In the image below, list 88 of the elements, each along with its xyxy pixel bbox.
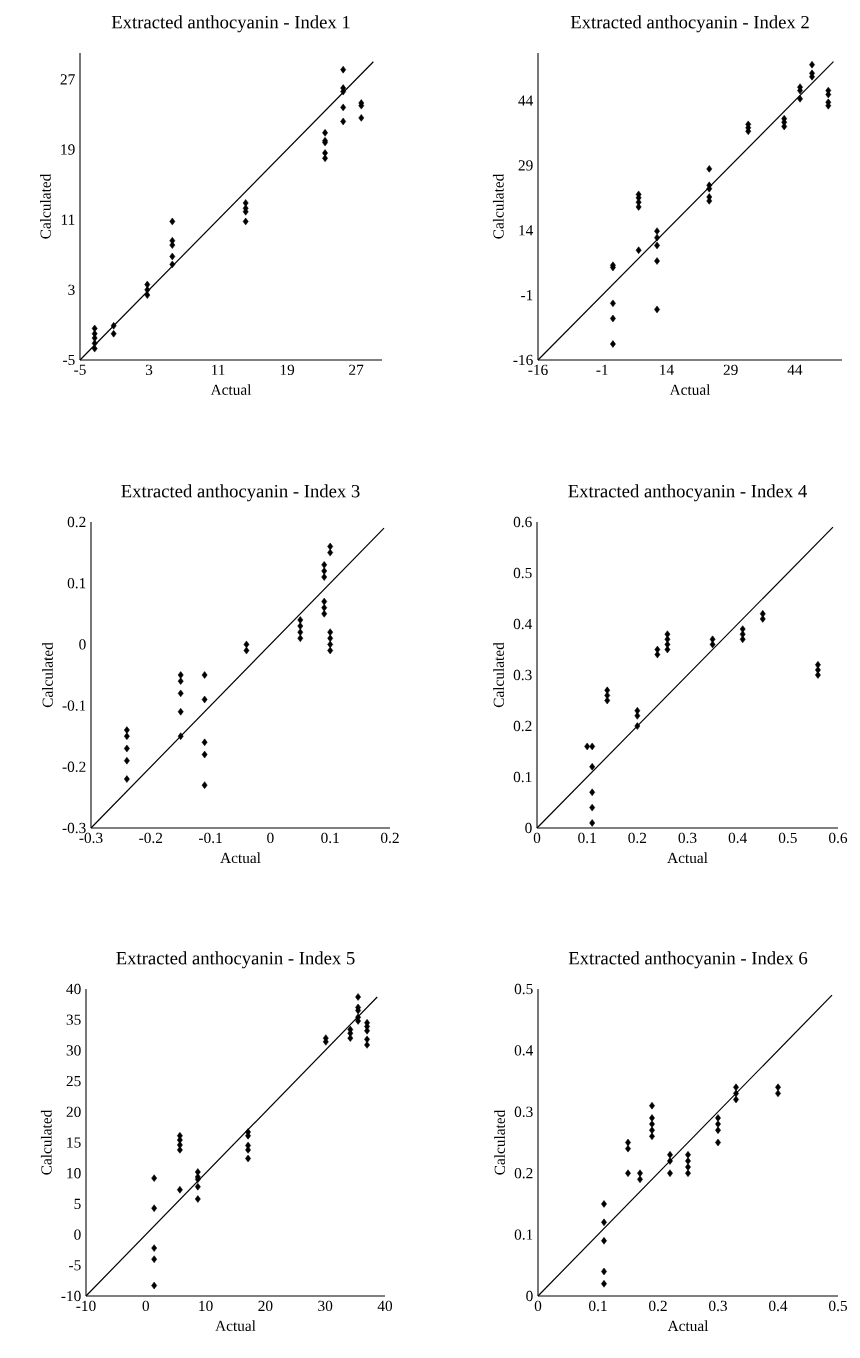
x-axis-title: Actual <box>669 384 711 395</box>
y-tick-label: 0.2 <box>67 516 86 528</box>
x-tick-label: -0.2 <box>139 832 163 844</box>
y-tick-label: -10 <box>61 1290 81 1302</box>
x-tick-label: -0.1 <box>199 832 222 844</box>
y-tick-label: 19 <box>61 144 75 155</box>
x-axis-title: Actual <box>210 384 252 395</box>
y-tick-label: 27 <box>60 74 75 85</box>
x-tick-label: 30 <box>318 1300 333 1312</box>
y-tick-label: 14 <box>519 225 534 236</box>
y-tick-label: -0.3 <box>62 822 86 834</box>
x-tick-label: 0.6 <box>829 832 848 844</box>
y-tick-label: 3 <box>68 284 75 295</box>
y-tick-label: 0.1 <box>514 1229 533 1240</box>
x-tick-label: 0.2 <box>649 1300 667 1312</box>
x-tick-label: 0.1 <box>321 832 339 844</box>
x-tick-label: 29 <box>723 364 738 376</box>
x-tick-label: 44 <box>787 364 803 375</box>
x-tick-label: 40 <box>377 1300 393 1312</box>
chart-title: Extracted anthocyanin - Index 2 <box>570 15 809 33</box>
x-tick-label: 27 <box>349 364 364 375</box>
y-axis-title: Calculated <box>492 173 504 239</box>
x-tick-label: 0.2 <box>628 832 647 844</box>
x-tick-label: 0.4 <box>769 1300 788 1312</box>
y-tick-label: -16 <box>513 354 533 366</box>
x-tick-label: 0.4 <box>728 832 748 844</box>
y-tick-label: 25 <box>66 1075 81 1087</box>
y-tick-label: 30 <box>66 1045 81 1056</box>
y-tick-label: 0.3 <box>513 669 532 681</box>
x-axis-title: Actual <box>215 1320 256 1332</box>
x-tick-label: 0.3 <box>678 832 697 844</box>
chart-title: Extracted anthocyanin - Index 4 <box>568 484 807 502</box>
y-tick-label: 0.5 <box>513 567 532 579</box>
x-tick-label: 11 <box>212 364 225 375</box>
y-tick-label: -5 <box>69 1260 81 1271</box>
y-tick-label: -0.2 <box>62 761 86 773</box>
x-tick-label: 0.2 <box>381 832 399 844</box>
y-tick-label: 0.4 <box>513 618 533 630</box>
y-tick-label: 0 <box>525 822 532 834</box>
x-tick-label: 0.5 <box>778 832 797 844</box>
x-tick-label: 14 <box>660 364 674 375</box>
y-axis-title: Calculated <box>42 642 53 708</box>
x-tick-label: 0 <box>267 832 274 844</box>
x-axis-title: Actual <box>667 1320 709 1332</box>
y-tick-label: 0.1 <box>513 771 532 783</box>
y-tick-label: 0 <box>526 1290 533 1302</box>
y-tick-label: 35 <box>66 1014 81 1025</box>
y-tick-label: 44 <box>518 95 534 106</box>
chart-title: Extracted anthocyanin - Index 3 <box>121 484 360 502</box>
y-tick-label: -0.1 <box>62 700 86 711</box>
y-tick-label: 0.1 <box>67 578 86 589</box>
x-tick-label: 0 <box>142 1300 150 1312</box>
y-axis-title: Calculated <box>494 1109 505 1175</box>
x-tick-label: -1 <box>596 364 608 375</box>
y-tick-label: 40 <box>66 983 81 995</box>
y-tick-label: 0.3 <box>514 1106 533 1118</box>
x-tick-label: 0.1 <box>589 1300 607 1312</box>
y-tick-label: 11 <box>61 214 75 225</box>
y-axis-title: Calculated <box>493 642 504 708</box>
y-tick-label: 29 <box>518 160 533 171</box>
chart-title: Extracted anthocyanin - Index 6 <box>568 951 808 969</box>
y-tick-label: 15 <box>67 1137 81 1148</box>
chart-title: Extracted anthocyanin - Index 1 <box>111 15 350 33</box>
x-axis-title: Actual <box>667 852 708 864</box>
y-tick-label: 0.5 <box>514 983 533 995</box>
y-tick-label: 0 <box>79 639 86 650</box>
y-tick-label: 0 <box>74 1229 81 1240</box>
x-tick-label: 20 <box>258 1300 273 1312</box>
x-tick-label: 3 <box>145 364 153 376</box>
x-tick-label: 19 <box>280 364 295 376</box>
x-tick-label: 0.3 <box>709 1300 727 1312</box>
y-tick-label: 0.2 <box>513 720 532 732</box>
y-tick-label: -5 <box>63 354 75 366</box>
y-tick-label: 0.2 <box>514 1168 533 1179</box>
y-tick-label: 0.6 <box>513 516 532 528</box>
y-axis-title: Calculated <box>40 1109 52 1175</box>
x-tick-label: 0.1 <box>578 832 596 844</box>
y-axis-title: Calculated <box>40 173 51 239</box>
x-tick-label: 10 <box>199 1300 213 1312</box>
y-tick-label: 0.4 <box>514 1045 534 1056</box>
x-tick-label: 0.5 <box>829 1300 847 1312</box>
x-tick-label: 0 <box>534 1300 542 1312</box>
y-tick-label: 20 <box>66 1106 81 1117</box>
y-tick-label: 5 <box>74 1198 81 1210</box>
y-tick-label: -1 <box>521 290 533 301</box>
x-axis-title: Actual <box>220 852 261 864</box>
chart-title: Extracted anthocyanin - Index 5 <box>116 951 355 969</box>
y-tick-label: 10 <box>67 1168 81 1179</box>
